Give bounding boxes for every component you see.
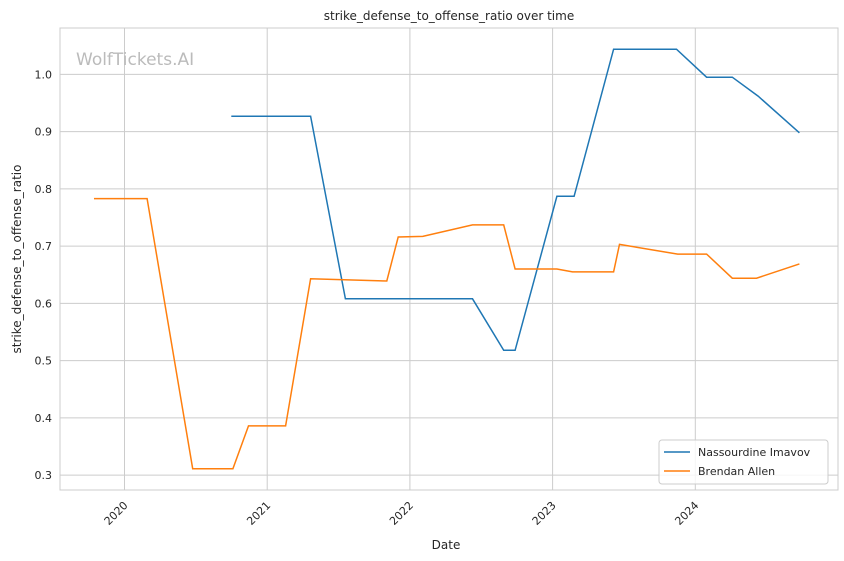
y-tick-label: 0.8 (35, 183, 53, 196)
y-tick-label: 0.7 (35, 240, 53, 253)
y-tick-label: 0.6 (35, 297, 53, 310)
x-tick-label: 2022 (387, 499, 416, 528)
watermark: WolfTickets.AI (76, 50, 194, 70)
x-tick-label: 2021 (244, 499, 273, 528)
y-tick-label: 0.3 (35, 469, 53, 482)
x-tick-label: 2024 (672, 499, 701, 528)
legend-label-allen: Brendan Allen (698, 465, 775, 478)
series-line-1 (94, 197, 800, 470)
y-tick-label: 0.5 (35, 355, 53, 368)
plot-area (59, 27, 839, 491)
y-tick-label: 0.4 (35, 412, 53, 425)
series-line-0 (231, 48, 800, 352)
x-axis-label: Date (432, 538, 461, 552)
y-tick-label: 1.0 (35, 68, 53, 81)
legend: Nassourdine Imavov Brendan Allen (658, 439, 829, 485)
chart-title: strike_defense_to_offense_ratio over tim… (324, 9, 574, 23)
legend-label-imavov: Nassourdine Imavov (698, 446, 811, 459)
y-tick-label: 0.9 (35, 126, 53, 139)
x-tick-label: 2020 (102, 499, 131, 528)
y-axis-label: strike_defense_to_offense_ratio (10, 165, 24, 354)
x-tick-label: 2023 (530, 499, 559, 528)
